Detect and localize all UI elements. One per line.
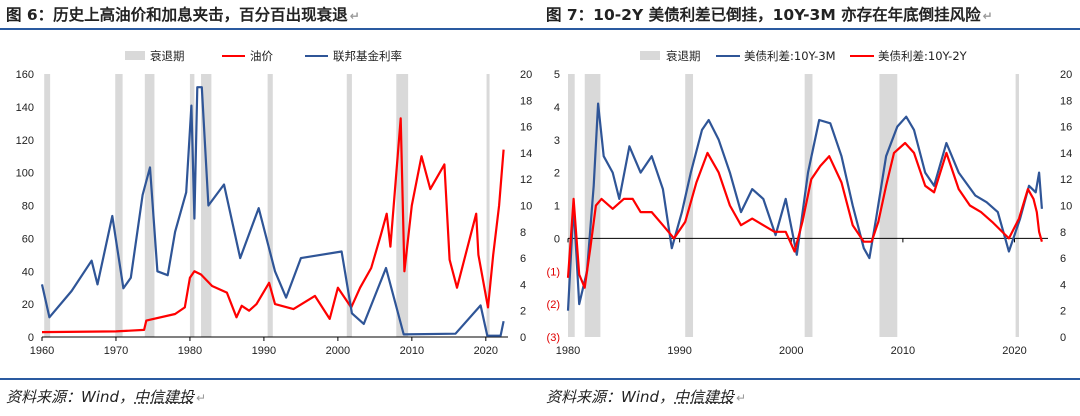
legend-spread-2y-label: 美债利差:10Y-2Y — [878, 49, 968, 63]
y-right-tick-label: 20 — [520, 69, 532, 81]
y-right-tick-label: 2 — [520, 306, 526, 318]
y-right-tick-label: 8 — [520, 227, 526, 239]
y-right-tick-label: 14 — [1060, 148, 1072, 160]
y-left-tick-label: 100 — [16, 168, 34, 180]
footer-rule — [540, 378, 1080, 380]
y-right-tick-label: 18 — [1060, 95, 1072, 107]
legend-recession-label: 衰退期 — [666, 49, 701, 63]
y-left-tick-label: 0 — [554, 233, 560, 245]
right-legend: 衰退期 美债利差:10Y-3M 美债利差:10Y-2Y — [640, 49, 968, 63]
title-rule — [540, 28, 1080, 30]
y-right-tick-label: 6 — [520, 253, 526, 265]
series-line-1 — [41, 117, 505, 334]
recession-band — [115, 74, 123, 337]
y-left-tick-label: (2) — [547, 299, 560, 311]
x-tick-label: 2020 — [1002, 345, 1026, 354]
x-tick-label: 1960 — [30, 345, 54, 354]
y-left-tick-label: 40 — [22, 266, 34, 278]
y-right-tick-label: 0 — [520, 332, 526, 344]
recession-band — [804, 74, 813, 337]
right-source: 资料来源：Wind，中信建投 ↵ — [546, 388, 747, 406]
x-tick-label: 2020 — [474, 345, 498, 354]
recession-band — [568, 74, 575, 337]
left-figure: 图 6：历史上高油价和加息夹击，百分百出现衰退 ↵ 衰退期 油价 联邦基金利率 1… — [0, 6, 540, 406]
title-rule — [0, 28, 540, 30]
x-tick-label: 1980 — [556, 345, 580, 354]
recession-band — [189, 74, 195, 337]
y-right-tick-label: 16 — [1060, 122, 1072, 134]
left-source: 资料来源：Wind，中信建投 ↵ — [6, 388, 207, 406]
recession-band — [201, 74, 212, 337]
recession-bands — [44, 74, 490, 337]
recession-band — [486, 74, 490, 337]
legend-recession-label: 衰退期 — [150, 49, 185, 63]
y-right-tick-label: 0 — [1060, 332, 1066, 344]
left-figure-title: 图 6：历史上高油价和加息夹击，百分百出现衰退 ↵ — [6, 6, 360, 24]
y-left-tick-label: 120 — [16, 135, 34, 147]
y-left-tick-label: 20 — [22, 299, 34, 311]
series-line-1 — [566, 102, 1043, 311]
y-right-tick-label: 12 — [1060, 174, 1072, 186]
y-left-tick-label: 0 — [28, 332, 34, 344]
y-left-tick-label: 1 — [554, 201, 560, 213]
x-tick-label: 2010 — [891, 345, 915, 354]
recession-band — [1015, 74, 1019, 337]
y-right-tick-label: 10 — [1060, 201, 1072, 213]
series-line-2 — [40, 86, 505, 337]
left-legend: 衰退期 油价 联邦基金利率 — [125, 49, 402, 63]
y-left-tick-label: 4 — [554, 102, 560, 114]
recession-band — [346, 74, 352, 337]
x-tick-label: 1990 — [252, 345, 276, 354]
legend-recession-swatch — [640, 51, 660, 60]
legend-recession-swatch — [125, 51, 145, 60]
return-mark: ↵ — [349, 9, 360, 23]
y-left-tick-label: 80 — [22, 201, 34, 213]
y-right-tick-label: 20 — [1060, 69, 1072, 81]
x-tick-label: 2000 — [326, 345, 350, 354]
footer-rule — [0, 378, 540, 380]
recession-band — [267, 74, 273, 337]
y-left-tick-label: 140 — [16, 102, 34, 114]
x-tick-label: 2000 — [779, 345, 803, 354]
recession-band — [144, 74, 155, 337]
y-right-tick-label: 14 — [520, 148, 532, 160]
y-right-tick-label: 16 — [520, 122, 532, 134]
y-right-tick-label: 4 — [1060, 279, 1066, 291]
y-left-tick-label: (1) — [547, 266, 560, 278]
right-chart: 衰退期 美债利差:10Y-3M 美债利差:10Y-2Y 1980 1990 2000… — [547, 49, 1073, 354]
recession-band — [44, 74, 51, 337]
legend-fed-label: 联邦基金利率 — [333, 49, 402, 63]
right-figure: 图 7：10-2Y 美债利差已倒挂，10Y-3M 亦存在年底倒挂风险 ↵ 衰退期 … — [540, 0, 1080, 416]
legend-oil-label: 油价 — [250, 49, 273, 63]
series-line-2 — [566, 141, 1043, 289]
y-right-tick-label: 2 — [1060, 306, 1066, 318]
return-mark: ↵ — [982, 9, 993, 23]
y-right-tick-label: 4 — [520, 279, 526, 291]
y-right-tick-label: 8 — [1060, 227, 1066, 239]
y-left-tick-label: 60 — [22, 233, 34, 245]
y-right-tick-label: 6 — [1060, 253, 1066, 265]
y-left-tick-label: 2 — [554, 168, 560, 180]
y-right-tick-label: 12 — [520, 174, 532, 186]
y-right-tick-label: 18 — [520, 95, 532, 107]
x-tick-label: 1990 — [667, 345, 691, 354]
left-chart: 衰退期 油价 联邦基金利率 1960 1970 1980 1990 2000 2010 20… — [16, 49, 533, 354]
x-tick-label: 1980 — [178, 345, 202, 354]
y-left-tick-label: 3 — [554, 135, 560, 147]
x-tick-label: 2010 — [400, 345, 424, 354]
y-left-tick-label: (3) — [547, 332, 560, 344]
legend-spread-3m-label: 美债利差:10Y-3M — [744, 49, 836, 63]
right-figure-title: 图 7：10-2Y 美债利差已倒挂，10Y-3M 亦存在年底倒挂风险 ↵ — [546, 6, 993, 24]
y-left-tick-label: 160 — [16, 69, 34, 81]
x-tick-label: 1970 — [104, 345, 128, 354]
y-right-tick-label: 10 — [520, 201, 532, 213]
y-left-tick-label: 5 — [554, 69, 560, 81]
